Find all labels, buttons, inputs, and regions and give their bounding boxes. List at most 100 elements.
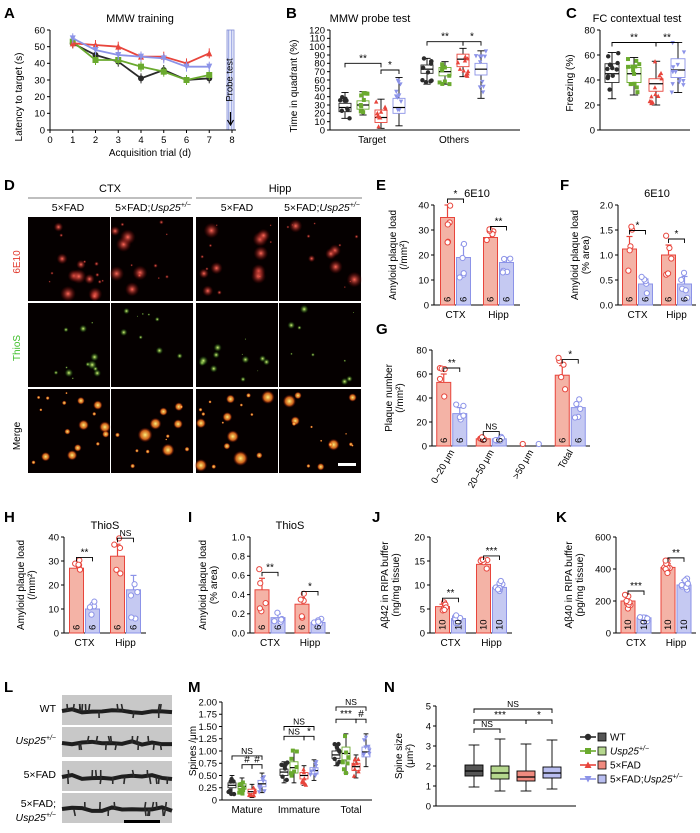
dendritic-spine bbox=[78, 703, 82, 712]
n-label: 6 bbox=[455, 438, 466, 443]
y-tick-label: 4 bbox=[426, 721, 431, 732]
amyloid-plaque bbox=[306, 463, 311, 469]
thios-plaque bbox=[123, 307, 130, 315]
amyloid-plaque bbox=[78, 419, 89, 431]
sig-0-label: * bbox=[636, 221, 640, 232]
x-category-label: Target bbox=[358, 135, 386, 146]
thios-plaque bbox=[63, 327, 69, 333]
dendritic-spine bbox=[107, 735, 111, 744]
y-tick-label: 0.8 bbox=[232, 552, 245, 563]
micrograph-tiles bbox=[28, 217, 363, 473]
point-fad bbox=[206, 49, 213, 57]
sig-m-3-bracket bbox=[251, 764, 263, 769]
n-label: 10 bbox=[639, 619, 650, 630]
point-fad_usp25 bbox=[115, 52, 122, 59]
panel-a-chart: MMW training Latency to target (s) Acqui… bbox=[14, 13, 236, 159]
amyloid-plaque bbox=[77, 396, 85, 405]
panel-l-row-fad-usp25-b: Usp25+/− bbox=[16, 812, 56, 824]
dendritic-spine bbox=[148, 808, 151, 817]
panel-m-chart: Spines /μm 00.250.500.75 1.001.251.501.75 2… bbox=[188, 697, 372, 816]
box-immature-fad_usp25-point bbox=[312, 768, 317, 773]
point-fad bbox=[441, 366, 448, 373]
x-category-label: Hipp bbox=[115, 638, 136, 649]
dendritic-spine bbox=[66, 703, 69, 712]
amyloid-plaque bbox=[65, 391, 68, 395]
micrograph-tile bbox=[111, 217, 193, 301]
box-total-fad_usp25-point bbox=[361, 738, 367, 743]
box-mature-fad_usp25-point bbox=[261, 775, 267, 780]
sig-1-label: NS bbox=[485, 422, 497, 432]
sig-target-2-bracket bbox=[380, 69, 400, 74]
point-fad bbox=[628, 223, 635, 230]
point-fad_usp25 bbox=[460, 240, 468, 248]
box-target-fad_usp25-point bbox=[395, 95, 400, 100]
point-fad_usp25 bbox=[497, 577, 504, 585]
point-fad_usp25 bbox=[682, 287, 689, 294]
micrograph-tile bbox=[279, 303, 361, 387]
y-tick-label: 20 bbox=[48, 580, 59, 591]
sig-0-label: ** bbox=[447, 588, 455, 599]
box-usp25-point bbox=[632, 71, 637, 76]
sig-c-2-label: ** bbox=[663, 33, 671, 44]
panel-d-col4-sup: +/− bbox=[350, 202, 360, 209]
dendritic-spine bbox=[120, 703, 124, 712]
point-fad_usp25 bbox=[497, 437, 504, 444]
box-others-fad-point bbox=[457, 66, 463, 71]
point-fad_usp25 bbox=[271, 618, 278, 625]
thios-plaque bbox=[147, 313, 151, 316]
point-fad bbox=[555, 354, 562, 361]
panel-h-chart: ThioS Amyloid plaque load (/mm²) 0 10 20 30 40 C… bbox=[16, 520, 146, 649]
amyloid-plaque bbox=[325, 248, 337, 260]
point-fad_usp25 bbox=[138, 53, 144, 61]
box-target-fad_usp25-box bbox=[392, 97, 406, 114]
point-fad bbox=[483, 236, 490, 244]
y-tick-label: 0.4 bbox=[232, 590, 245, 601]
box-target-usp25-point bbox=[358, 103, 363, 108]
sig-1-bracket bbox=[117, 537, 134, 543]
dendritic-spine bbox=[113, 801, 116, 810]
panel-k-chart: Aβ40 in RIPA buffer (pg/mg tissue) 0 200 400… bbox=[564, 532, 696, 649]
panel-d-region-hipp: Hipp bbox=[269, 183, 292, 195]
panel-l-row-usp25-sup: +/− bbox=[46, 735, 56, 742]
x-category-label: Hipp bbox=[481, 638, 502, 649]
thios-plaque bbox=[141, 312, 145, 316]
box-immature-fad-point bbox=[301, 767, 306, 772]
amyloid-plaque bbox=[203, 222, 220, 239]
box-total-fad_usp25-point bbox=[363, 735, 369, 740]
point-fad_usp25 bbox=[573, 400, 580, 408]
sig-target-1-bracket bbox=[344, 62, 382, 68]
y-tick-label: 120 bbox=[309, 25, 325, 36]
box-total-fad-point bbox=[352, 757, 358, 762]
y-tick-label: 0.0 bbox=[600, 300, 613, 311]
point-fad_usp25 bbox=[678, 276, 685, 283]
n-label: 6 bbox=[573, 438, 584, 443]
n-label: 6 bbox=[557, 438, 568, 443]
panel-d-region-ctx: CTX bbox=[99, 183, 122, 195]
point-fad_usp25 bbox=[183, 63, 190, 71]
box-target-usp25-point bbox=[358, 109, 363, 114]
panel-d-col1: 5×FAD bbox=[52, 202, 85, 214]
amyloid-plaque bbox=[215, 224, 218, 227]
dendritic-spine bbox=[143, 801, 147, 810]
n-label: 6 bbox=[273, 625, 284, 630]
box-immature-usp25-point bbox=[294, 749, 299, 754]
point-fad_usp25 bbox=[456, 274, 463, 281]
sig-others-1-label: ** bbox=[441, 32, 449, 43]
point-usp25 bbox=[206, 72, 213, 78]
point-fad_usp25 bbox=[92, 47, 99, 54]
box-immature-usp25-point bbox=[292, 769, 297, 774]
box-fad-point bbox=[656, 93, 661, 98]
box-total-fad_usp25-point bbox=[366, 744, 371, 749]
dendritic-spine bbox=[86, 735, 90, 744]
amyloid-plaque bbox=[343, 286, 346, 289]
dendritic-spine bbox=[151, 801, 155, 810]
point-fad_usp25 bbox=[680, 269, 688, 276]
amyloid-plaque bbox=[348, 393, 357, 402]
amyloid-plaque bbox=[225, 394, 236, 404]
y-axis-unit: (pg/mg tissue) bbox=[575, 553, 586, 616]
legend-text: 5×FAD; bbox=[610, 775, 644, 786]
point-fad bbox=[519, 440, 526, 448]
amyloid-plaque bbox=[351, 444, 354, 447]
